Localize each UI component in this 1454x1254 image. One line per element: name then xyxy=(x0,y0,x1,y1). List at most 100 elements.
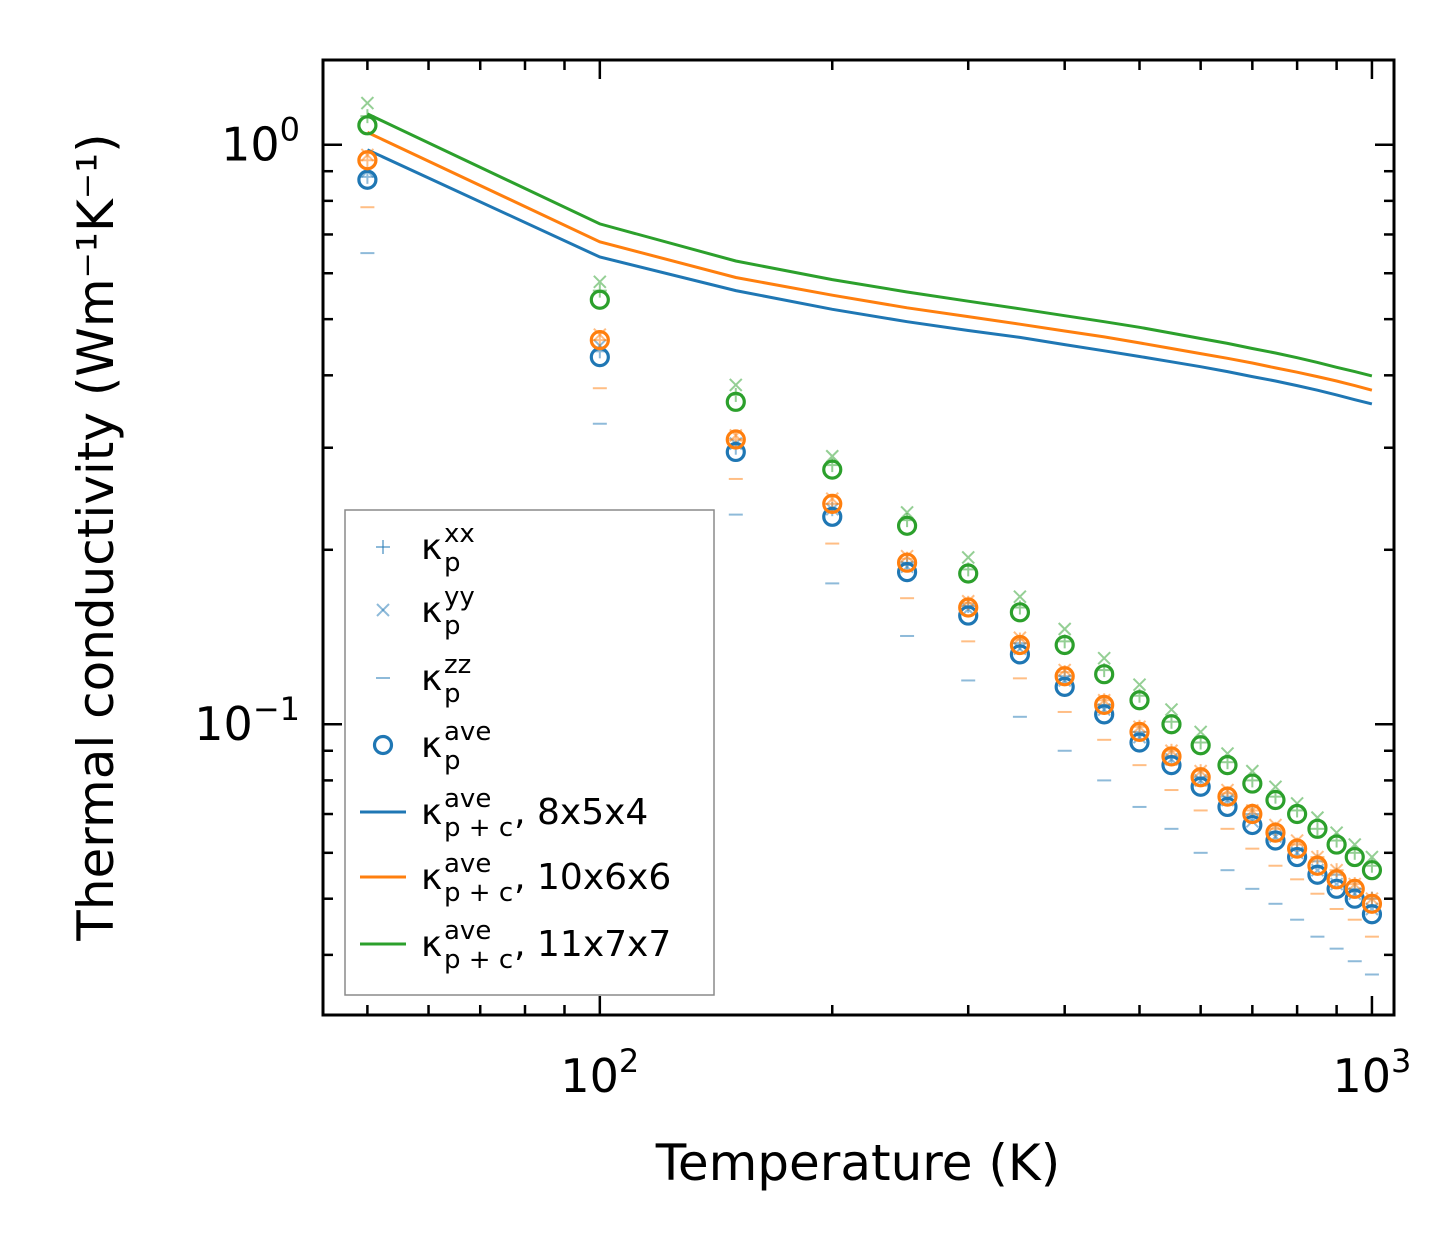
kave-point-8x5x4 xyxy=(1190,776,1211,797)
kave-point-8x5x4 xyxy=(896,562,918,583)
kave-point-11x7x7 xyxy=(1287,803,1308,825)
kave-point-11x7x7 xyxy=(1094,664,1115,685)
legend-label-base: κ xyxy=(421,725,442,766)
kave-point-11x7x7 xyxy=(1217,755,1238,776)
kpc-line-8x5x4 xyxy=(366,148,1373,406)
legend-entry: κ yyp xyxy=(376,582,475,641)
kave-point-8x5x4 xyxy=(1361,904,1383,925)
kave-point-11x7x7 xyxy=(822,459,843,480)
kyy-point-11x7x7 xyxy=(1164,702,1179,717)
legend-label-suffix: , 10x6x6 xyxy=(514,857,671,898)
kave-point-10x6x6 xyxy=(1265,822,1286,843)
kyy-point-10x6x6 xyxy=(1164,744,1179,758)
kave-point-10x6x6 xyxy=(1242,803,1263,825)
kyy-point-10x6x6 xyxy=(900,549,914,563)
legend-label-sup: ave xyxy=(444,784,491,814)
kave-point-10x6x6 xyxy=(357,150,378,171)
kave-point-10x6x6 xyxy=(896,552,918,573)
tick-labels: 102 103 10−1 100 xyxy=(194,111,1411,1103)
legend-label-sub: p xyxy=(444,679,461,709)
kyy-point-11x7x7 xyxy=(1193,725,1208,739)
legend-label-base: κ xyxy=(421,924,442,965)
kyy-point-11x7x7 xyxy=(729,378,743,392)
legend-entry: κ zzp xyxy=(376,650,471,709)
kyy-point-10x6x6 xyxy=(1193,764,1208,778)
legend-label-sup: xx xyxy=(444,519,475,549)
legend-label-sup: ave xyxy=(444,849,491,879)
kave-point-11x7x7 xyxy=(1190,735,1211,756)
kave-point-8x5x4 xyxy=(725,441,746,463)
kyy-point-11x7x7 xyxy=(1132,678,1147,692)
legend-label-sup: yy xyxy=(444,582,475,612)
y-tick-label: 10−1 xyxy=(194,690,300,751)
kave-point-8x5x4 xyxy=(357,169,378,190)
kxx-point-11x7x7 xyxy=(1310,821,1325,836)
kyy-point-10x6x6 xyxy=(1220,783,1235,797)
kave-point-8x5x4 xyxy=(1161,755,1182,776)
legend-label-suffix: , 11x7x7 xyxy=(514,924,671,965)
legend-box xyxy=(344,509,715,996)
kave-point-8x5x4 xyxy=(1287,846,1308,868)
kyy-point-11x7x7 xyxy=(360,96,375,110)
kave-point-11x7x7 xyxy=(725,391,746,412)
kave-point-10x6x6 xyxy=(1129,721,1150,743)
legend-label-base: κ xyxy=(421,857,442,898)
kave-point-10x6x6 xyxy=(1190,767,1211,788)
legend-label-sup: ave xyxy=(444,717,491,747)
kave-point-11x7x7 xyxy=(1307,818,1328,839)
kave-point-10x6x6 xyxy=(589,330,610,351)
kave-point-10x6x6 xyxy=(1326,869,1347,890)
kave-point-8x5x4 xyxy=(1217,796,1238,818)
kave-point-10x6x6 xyxy=(1307,855,1328,876)
legend-label-sub: p + c xyxy=(444,945,513,975)
kyy-point-11x7x7 xyxy=(825,449,839,463)
kave-point-10x6x6 xyxy=(1344,878,1365,899)
legend-label-suffix: , 8x5x4 xyxy=(514,792,648,833)
kpc-lines xyxy=(366,112,1373,406)
axis-ticks xyxy=(323,60,1394,1015)
y-tick-label: 100 xyxy=(221,111,300,172)
kave-point-8x5x4 xyxy=(822,506,843,527)
kave-point-10x6x6 xyxy=(1009,634,1031,656)
kyy-point-11x7x7 xyxy=(1013,589,1027,604)
kave-point-10x6x6 xyxy=(1287,838,1308,859)
kave-point-10x6x6 xyxy=(725,429,746,450)
legend-label-sub: p xyxy=(444,548,461,578)
kave-point-11x7x7 xyxy=(589,289,610,310)
kave-point-11x7x7 xyxy=(1161,714,1182,735)
kave-point-10x6x6 xyxy=(1094,694,1115,715)
kave-point-8x5x4 xyxy=(1265,830,1286,851)
legend-label-sup: ave xyxy=(444,916,491,946)
kave-point-11x7x7 xyxy=(1054,634,1075,656)
kave-point-10x6x6 xyxy=(1054,666,1075,687)
legend-label-sub: p xyxy=(444,746,461,776)
legend-marker-circle xyxy=(372,734,394,756)
legend-marker-x2 xyxy=(376,603,390,617)
kave-point-10x6x6 xyxy=(958,597,979,618)
kave-point-11x7x7 xyxy=(357,115,378,136)
kave-point-11x7x7 xyxy=(1361,860,1383,881)
x-axis-label: Temperature (K) xyxy=(655,1134,1060,1192)
legend-label-sup: zz xyxy=(444,650,471,680)
kave-point-10x6x6 xyxy=(1361,893,1383,914)
kave-point-11x7x7 xyxy=(1265,789,1286,811)
kave-point-11x7x7 xyxy=(1326,834,1347,855)
data-points xyxy=(357,96,1383,976)
kave-point-11x7x7 xyxy=(1344,846,1365,868)
kyy-point-10x6x6 xyxy=(961,594,975,608)
kyy-point-11x7x7 xyxy=(593,275,607,289)
kpc-line-10x6x6 xyxy=(366,131,1373,392)
kave-point-10x6x6 xyxy=(1161,746,1182,767)
kave-point-11x7x7 xyxy=(958,563,979,584)
kave-point-11x7x7 xyxy=(1009,602,1031,623)
legend-label-base: κ xyxy=(421,527,442,568)
kave-point-8x5x4 xyxy=(1129,732,1150,753)
kave-point-8x5x4 xyxy=(1094,704,1115,725)
